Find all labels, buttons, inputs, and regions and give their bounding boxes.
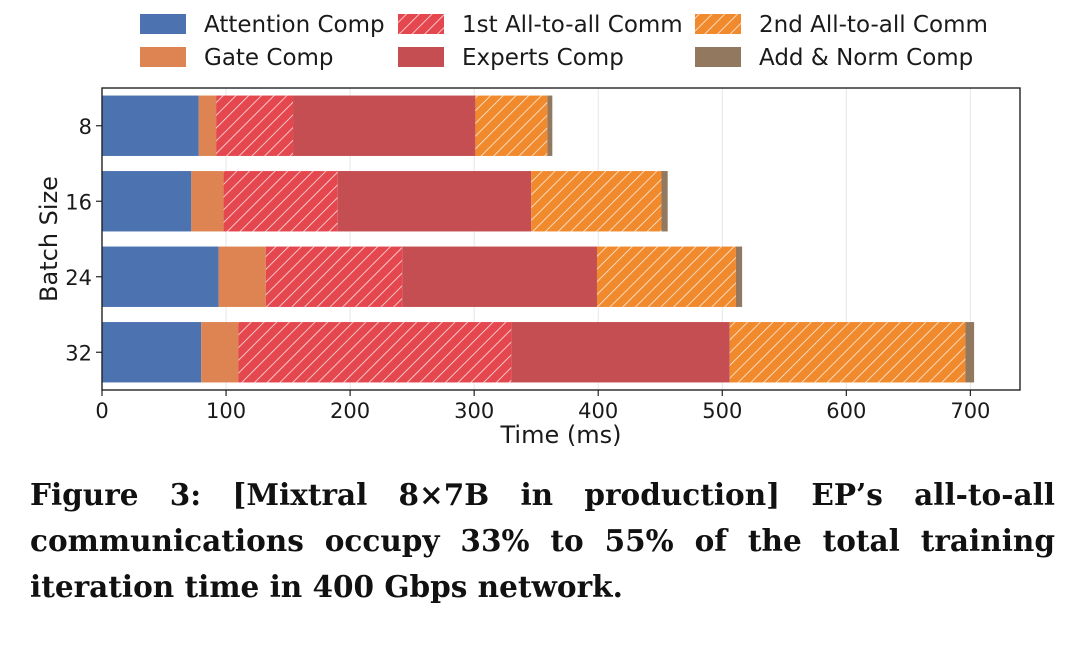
legend-label: 1st All-to-all Comm	[462, 12, 683, 38]
plot-frame	[101, 87, 1021, 391]
x-tick-label: 400	[578, 399, 618, 423]
x-tick-label: 300	[454, 399, 494, 423]
bar-segment	[102, 171, 192, 232]
legend-swatch	[140, 47, 186, 67]
bar-segment-hatch	[596, 246, 736, 307]
legend-swatch	[398, 47, 444, 67]
bar-segment-hatch	[265, 246, 403, 307]
bar-segment	[201, 322, 239, 383]
bar-segment-hatch	[223, 171, 338, 232]
x-tick-label: 500	[702, 399, 742, 423]
y-tick-label: 16	[65, 190, 92, 214]
legend-swatch-hatch	[695, 14, 741, 34]
bar-segment	[735, 246, 743, 307]
x-axis-label: Time (ms)	[500, 421, 622, 449]
legend-label: Add & Norm Comp	[759, 45, 973, 71]
legend-swatch	[140, 14, 186, 34]
x-tick-label: 0	[95, 399, 108, 423]
legend-label: 2nd All-to-all Comm	[759, 12, 988, 38]
bar-segment	[102, 246, 219, 307]
y-axis-label: Batch Size	[35, 176, 63, 302]
bar-segment	[661, 171, 668, 232]
bar-segment	[293, 95, 476, 156]
x-tick-label: 600	[826, 399, 866, 423]
bar-segment	[218, 246, 266, 307]
y-tick-label: 24	[65, 266, 92, 290]
bar-segment	[402, 246, 597, 307]
bar-segment-hatch	[216, 95, 294, 156]
bar-segment	[191, 171, 224, 232]
bar-segment	[198, 95, 217, 156]
legend-label: Gate Comp	[204, 45, 334, 71]
figure-caption: Figure 3: [Mixtral 8×7B in production] E…	[30, 477, 1055, 604]
bar-segment-hatch	[475, 95, 548, 156]
bar-segment	[511, 322, 730, 383]
bar-segment	[102, 95, 199, 156]
y-tick-label: 8	[79, 115, 92, 139]
x-tick-label: 200	[330, 399, 370, 423]
bar-segment-hatch	[729, 322, 966, 383]
legend-label: Attention Comp	[204, 12, 385, 38]
x-axis: 0 100 200 300 400 500 600 700	[95, 390, 990, 423]
bar-segment	[337, 171, 532, 232]
y-axis: 8 16 24 32	[65, 115, 102, 365]
y-tick-label: 32	[65, 341, 92, 365]
x-tick-label: 100	[206, 399, 246, 423]
bars	[102, 95, 975, 383]
bar-segment-hatch	[238, 322, 512, 383]
legend: Attention Comp Gate Comp 1st All-to-all Co…	[140, 12, 988, 71]
legend-swatch-hatch	[398, 14, 444, 34]
bar-segment	[965, 322, 975, 383]
stacked-bar-chart: Attention Comp Gate Comp 1st All-to-all Co…	[35, 12, 1021, 449]
legend-swatch	[695, 47, 741, 67]
bar-segment	[547, 95, 553, 156]
bar-segment	[102, 322, 202, 383]
legend-label: Experts Comp	[462, 45, 624, 71]
bar-segment-hatch	[531, 171, 662, 232]
x-tick-label: 700	[950, 399, 990, 423]
